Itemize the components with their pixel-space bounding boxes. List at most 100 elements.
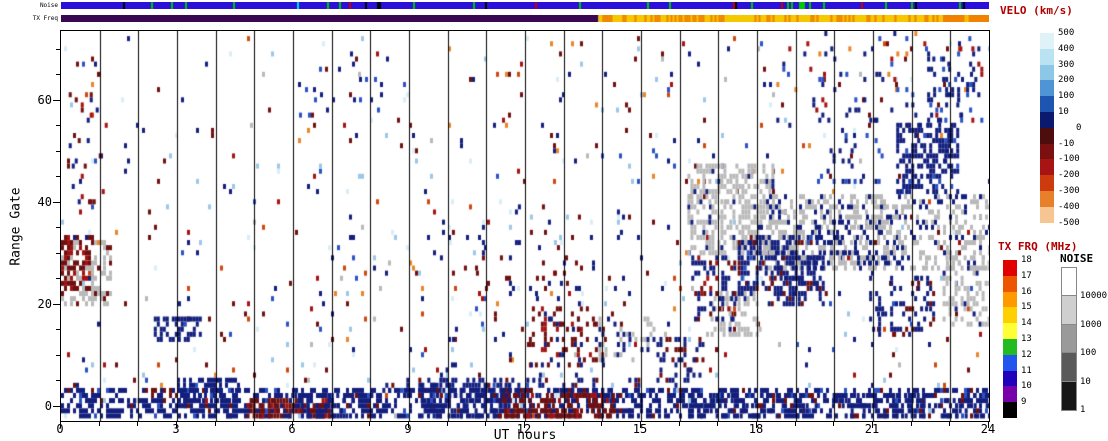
x-axis-title: UT hours	[493, 428, 557, 441]
x-major-tick	[60, 422, 61, 428]
velocity-colorbar-label: -200	[1058, 170, 1080, 181]
txfrq-colorbar-label: 12	[1021, 349, 1032, 360]
velocity-colorbar-segment	[1040, 48, 1054, 66]
x-tick-label: 12	[516, 422, 532, 436]
y-minor-tick	[56, 380, 60, 382]
x-tick-label: 6	[288, 422, 296, 436]
plot-frame	[60, 30, 990, 422]
velocity-colorbar-segment	[1040, 127, 1054, 145]
noise-colorbar-segment	[1061, 267, 1077, 298]
x-minor-tick	[562, 422, 564, 426]
txfrq-colorbar-label: 10	[1021, 381, 1032, 392]
x-minor-tick	[678, 422, 680, 426]
x-major-tick	[640, 422, 641, 428]
velocity-colorbar-label: 200	[1058, 75, 1075, 86]
velocity-colorbar-title: VELO (km/s)	[1000, 4, 1073, 17]
velocity-colorbar-segment	[1040, 64, 1054, 81]
velocity-colorbar-segment	[1040, 112, 1054, 129]
noise-colorbar-label: 10000	[1080, 291, 1108, 302]
rti-velocity-plot	[61, 31, 989, 421]
y-minor-tick	[56, 74, 60, 76]
txfrq-colorbar-label: 9	[1021, 397, 1027, 408]
txfrq-colorbar-label: 18	[1021, 255, 1032, 265]
noise-colorbar-segment	[1061, 352, 1077, 384]
txfrq-colorbar-segment	[1003, 402, 1017, 419]
y-minor-tick	[56, 354, 60, 356]
y-major-tick	[53, 303, 60, 305]
txfreq-strip	[61, 15, 989, 22]
y-minor-tick	[56, 278, 60, 280]
noise-colorbar-label: 1000	[1080, 319, 1102, 330]
x-tick-label: 24	[980, 422, 996, 436]
x-major-tick	[408, 422, 409, 428]
velocity-colorbar-segment	[1040, 159, 1054, 176]
velocity-colorbar-label: 10	[1058, 107, 1069, 117]
velocity-colorbar-label: 400	[1058, 43, 1075, 54]
txfrq-colorbar-segment	[1003, 386, 1017, 403]
velocity-colorbar-label: -400	[1058, 201, 1080, 212]
x-major-tick	[988, 422, 989, 428]
velocity-colorbar-label: 100	[1058, 91, 1075, 102]
txfrq-colorbar-segment	[1003, 354, 1017, 372]
noise-colorbar-segment	[1061, 295, 1077, 327]
noise-colorbar-label: 100	[1080, 348, 1097, 359]
y-tick-label: 20	[37, 296, 52, 311]
x-major-tick	[292, 422, 293, 428]
velocity-colorbar-segment	[1040, 206, 1054, 224]
x-minor-tick	[601, 422, 603, 426]
noise-strip-label: Noise	[39, 2, 58, 9]
velocity-colorbar-segment	[1040, 96, 1054, 113]
txfrq-colorbar-label: 15	[1021, 302, 1032, 313]
x-minor-tick	[253, 422, 255, 426]
velocity-colorbar-segment	[1040, 175, 1054, 192]
velocity-colorbar-label: -300	[1058, 186, 1080, 196]
y-tick-label: 60	[37, 92, 52, 107]
y-axis-title: Range Gate	[8, 187, 24, 266]
txfrq-colorbar-label: 16	[1021, 286, 1032, 297]
y-minor-tick	[56, 329, 60, 331]
y-major-tick	[53, 405, 60, 407]
txfrq-colorbar-segment	[1003, 339, 1017, 356]
velocity-colorbar-segment	[1040, 80, 1054, 97]
txfrq-colorbar-segment	[1003, 370, 1017, 387]
x-minor-tick	[485, 422, 487, 426]
txfrq-colorbar-segment	[1003, 260, 1017, 277]
x-major-tick	[176, 422, 177, 428]
velocity-colorbar-segment	[1040, 191, 1054, 208]
x-minor-tick	[369, 422, 371, 426]
noise-colorbar-segment	[1061, 380, 1077, 412]
y-minor-tick	[56, 176, 60, 178]
x-tick-label: 0	[56, 422, 64, 436]
noise-colorbar-segment	[1061, 323, 1077, 355]
x-tick-label: 9	[404, 422, 412, 436]
x-minor-tick	[794, 422, 796, 426]
y-major-tick	[53, 201, 60, 203]
x-minor-tick	[446, 422, 448, 426]
y-tick-label: 40	[37, 194, 52, 209]
y-minor-tick	[56, 252, 60, 254]
x-minor-tick	[833, 422, 835, 426]
x-minor-tick	[98, 422, 100, 426]
y-tick-label: 0	[44, 398, 52, 413]
y-minor-tick	[56, 125, 60, 127]
x-minor-tick	[214, 422, 216, 426]
txfrq-colorbar-label: 17	[1021, 270, 1032, 281]
txfrq-colorbar-label: 11	[1021, 365, 1032, 376]
txfrq-colorbar-title: TX FRQ (MHz)	[998, 240, 1078, 253]
x-minor-tick	[137, 422, 139, 426]
y-minor-tick	[56, 227, 60, 229]
x-tick-label: 18	[748, 422, 764, 436]
y-major-tick	[53, 99, 60, 101]
y-minor-tick	[56, 150, 60, 152]
velocity-colorbar-label: -10	[1058, 138, 1075, 149]
x-tick-label: 21	[864, 422, 880, 436]
x-tick-label: 3	[172, 422, 180, 436]
x-minor-tick	[949, 422, 951, 426]
velocity-colorbar-segment	[1040, 33, 1054, 50]
velocity-colorbar-zero-label: 0	[1076, 122, 1082, 133]
txfrq-colorbar-segment	[1003, 275, 1017, 293]
x-minor-tick	[910, 422, 912, 426]
velocity-colorbar-label: -500	[1058, 217, 1080, 228]
x-major-tick	[524, 422, 525, 428]
